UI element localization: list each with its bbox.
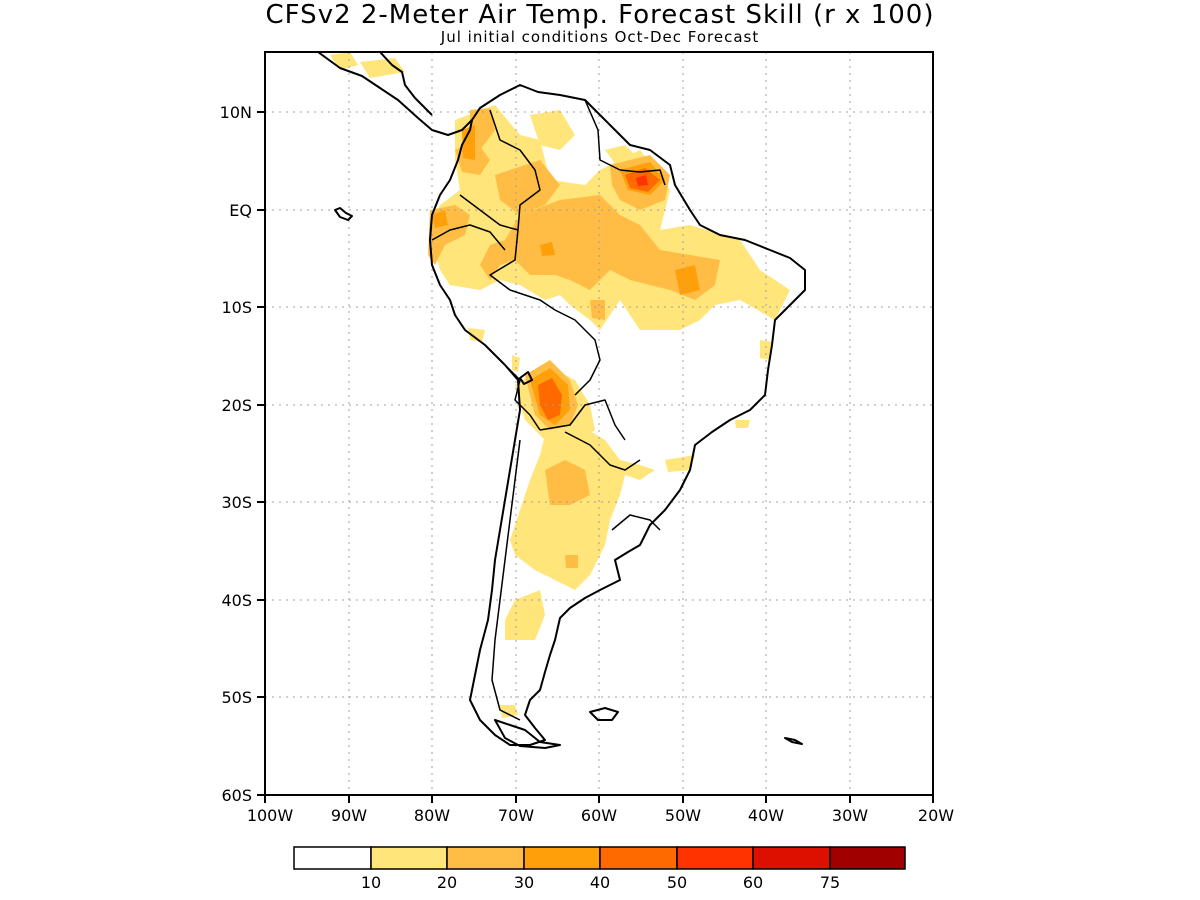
lat-label: 60S [221,786,252,805]
legend-label: 60 [743,873,763,892]
legend-swatch-3 [523,846,601,870]
lat-label: 50S [221,688,252,707]
border-colombia-peru [459,194,519,231]
legend-swatch-2 [446,846,525,870]
lat-label: 30S [221,493,252,512]
skill-shading [330,52,790,718]
lon-label: 20W [918,806,954,825]
border-paraguay-argentina [564,431,641,471]
lon-labels: 100W 90W 80W 70W 60W 50W 40W 30W 20W [247,806,954,825]
central-america-north-coast [379,52,433,116]
legend-swatch-6 [752,846,831,870]
coastlines [317,52,806,749]
lat-labels: 10N EQ 10S 20S 30S 40S 50S 60S [220,103,252,805]
border-chile-argentina [491,439,521,721]
falkland-islands [589,707,619,721]
lon-label: 100W [247,806,294,825]
legend-label: 20 [437,873,457,892]
legend-label: 10 [361,873,381,892]
lon-label: 90W [331,806,367,825]
lon-ticks [264,795,934,803]
color-legend: 10 20 30 40 50 60 75 [293,846,906,892]
map-grid [265,52,933,795]
page-subtitle: Jul initial conditions Oct-Dec Forecast [440,28,760,46]
border-brazil-peru-bolivia [489,229,601,396]
page-title: CFSv2 2-Meter Air Temp. Forecast Skill (… [265,0,935,30]
south-america-coast [429,84,806,746]
central-america-coast [317,52,473,136]
legend-swatch-4 [599,846,678,870]
lake-titicaca [519,371,533,385]
legend-label: 40 [590,873,610,892]
lat-ticks [257,111,265,796]
legend-swatch-5 [676,846,754,870]
legend-label: 30 [514,873,534,892]
galapagos-islands [334,207,353,221]
lat-label: 10S [221,298,252,317]
lat-label: 10N [220,103,252,122]
border-bolivia-chile [504,364,541,431]
legend-swatch-1 [370,846,448,870]
lon-label: 70W [498,806,534,825]
lon-label: 50W [665,806,701,825]
south-georgia [784,737,803,745]
lon-label: 60W [581,806,617,825]
border-venezuela-guyana [584,99,621,171]
border-uruguay [611,514,661,531]
country-borders [431,99,666,721]
lon-label: 30W [832,806,868,825]
legend-swatch-0 [293,846,372,870]
tierra-del-fuego [494,719,561,749]
lat-label: 40S [221,591,252,610]
lat-label: EQ [229,201,252,220]
border-ecuador-peru [431,224,506,251]
lat-label: 20S [221,396,252,415]
legend-label: 50 [667,873,687,892]
shade-50-60 [636,175,648,186]
lon-label: 80W [414,806,450,825]
legend-swatch-7 [829,846,906,870]
border-guianas [619,169,666,186]
legend-label: 75 [820,873,840,892]
lon-label: 40W [748,806,784,825]
border-colombia-venezuela [489,109,541,231]
border-bolivia-paraguay [539,399,626,441]
